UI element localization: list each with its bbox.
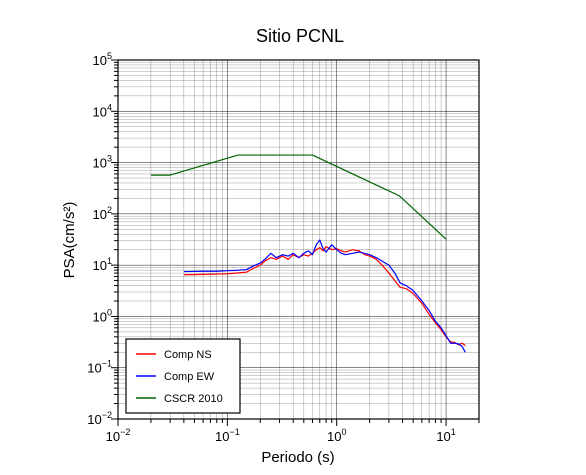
series-layer [150, 154, 466, 353]
x-tick-label: 10−1 [215, 427, 240, 444]
x-tick-label: 101 [436, 427, 455, 444]
legend: Comp NS Comp EW CSCR 2010 [125, 338, 241, 414]
y-tick-label: 100 [93, 307, 112, 324]
y-tick-label: 102 [93, 205, 112, 222]
series-line-comp-ew [183, 239, 466, 353]
y-tick-label: 103 [93, 154, 112, 171]
legend-label: Comp EW [164, 371, 215, 383]
grid [111, 59, 480, 426]
y-tick-label: 10−1 [87, 359, 112, 376]
y-tick-label: 105 [93, 51, 112, 68]
legend-label: Comp NS [164, 349, 212, 361]
y-tick-label: 104 [93, 102, 112, 119]
plot-frame [117, 59, 480, 420]
legend-label: CSCR 2010 [164, 393, 223, 405]
chart-title: Sitio PCNL [256, 26, 344, 46]
y-tick-labels: 10−2 10−1 100 101 102 103 104 105 [87, 51, 112, 427]
series-line-cscr-2010 [150, 154, 447, 240]
series-line-comp-ns [183, 245, 466, 347]
x-tick-labels: 10−2 10−1 100 101 [106, 427, 456, 444]
y-tick-label: 10−2 [87, 410, 112, 427]
x-tick-label: 100 [327, 427, 346, 444]
x-axis-label: Periodo (s) [261, 449, 334, 466]
y-axis-label: PSA(cm/s²) [61, 202, 78, 279]
x-tick-label: 10−2 [106, 427, 131, 444]
y-tick-label: 101 [93, 256, 112, 273]
